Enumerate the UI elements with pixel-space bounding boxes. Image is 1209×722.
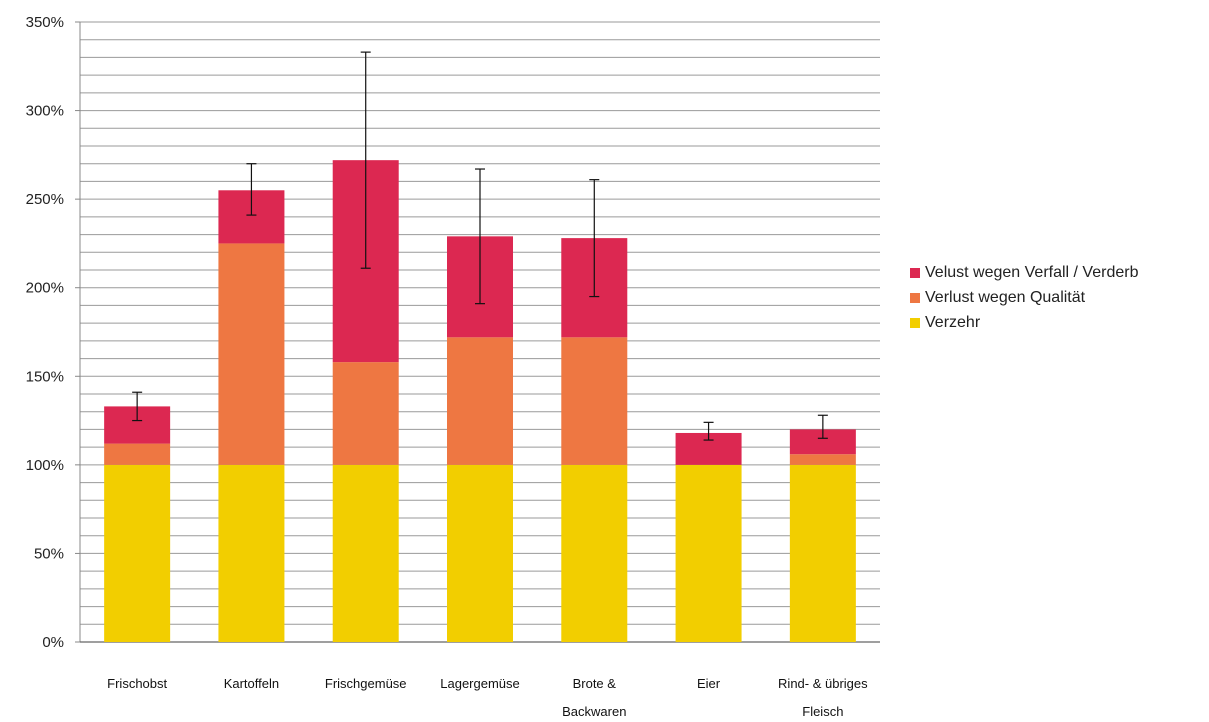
bar-segment (447, 337, 513, 465)
x-tick-label: Lagergemüse (440, 676, 520, 691)
x-tick-label: Kartoffeln (224, 676, 279, 691)
bar-segment (789, 464, 856, 642)
bar-segment (104, 464, 171, 642)
error-bars (132, 51, 828, 441)
y-tick-label: 200% (26, 280, 64, 297)
y-tick-label: 250% (26, 191, 64, 208)
bar-segment (447, 464, 513, 642)
bar-segment (332, 362, 399, 465)
x-tick-label: Brote & Backwaren (562, 676, 626, 719)
y-tick-label: 300% (26, 103, 64, 120)
legend-swatch (910, 293, 920, 303)
bar-segment (104, 443, 171, 465)
x-tick-label: Frischobst (107, 676, 167, 691)
bar-segment (789, 454, 856, 465)
x-tick-label: Rind- & übriges Fleisch (778, 676, 868, 719)
bar-segment (218, 464, 285, 642)
legend-item: Verlust wegen Qualität (910, 287, 1205, 309)
y-tick-label: 0% (42, 634, 64, 651)
bar-segment (218, 243, 285, 465)
x-tick-labels: Frischobst Kartoffeln Frischgemüse Lagergem… (107, 676, 868, 719)
legend-label: Verzehr (925, 314, 981, 331)
legend-label: Velust wegen Verfall / Verderb (925, 264, 1139, 281)
legend-label: Verlust wegen Qualität (925, 289, 1086, 306)
bar-segment (561, 337, 628, 465)
y-tick-labels: 0% 50% 100% 150% 200% 250% 300% 350% (26, 14, 64, 651)
legend: Velust wegen Verfall / Verderb Verlust we… (910, 262, 1205, 337)
legend-swatch (910, 268, 920, 278)
y-tick-label: 350% (26, 14, 64, 31)
y-tick-label: 150% (26, 368, 64, 385)
x-tick-label: Eier (697, 676, 721, 691)
legend-swatch (910, 318, 920, 328)
legend-item: Verzehr (910, 312, 1205, 334)
bar-segment (332, 464, 399, 642)
legend-item: Velust wegen Verfall / Verderb (910, 262, 1205, 284)
x-tick-label: Frischgemüse (325, 676, 407, 691)
bar-segment (561, 464, 628, 642)
y-tick-label: 100% (26, 457, 64, 474)
y-tick-label: 50% (34, 545, 64, 562)
bar-segment (675, 464, 742, 642)
